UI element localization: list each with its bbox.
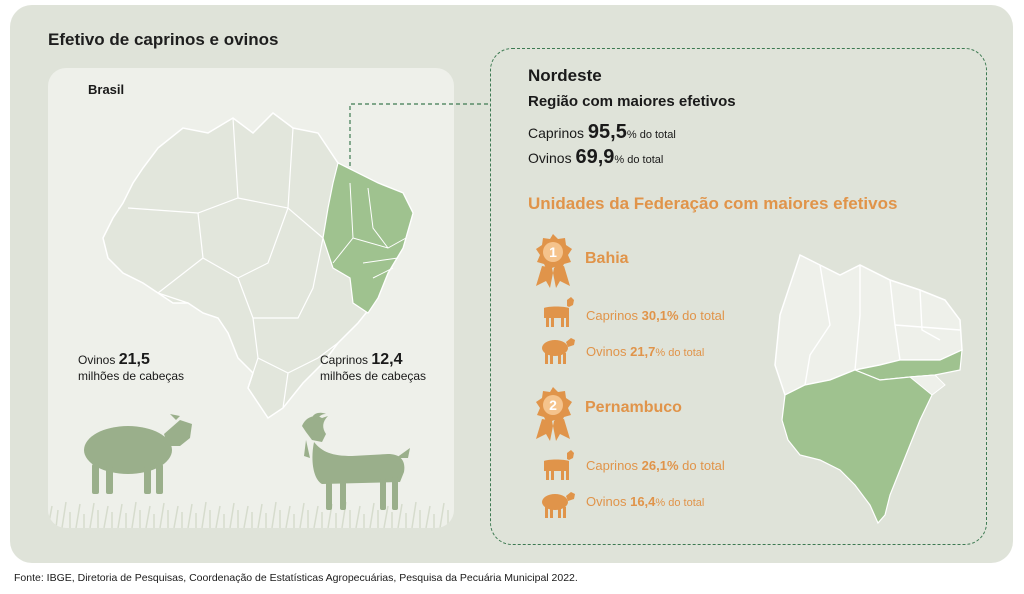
brasil-card: Brasil Ovinos 21,5 milhões xyxy=(48,68,454,528)
nordeste-title: Nordeste xyxy=(528,66,602,85)
brasil-caprinos-stat: Caprinos 12,4 milhões de cabeças xyxy=(320,352,426,384)
uf-1-caprinos-suffix: do total xyxy=(682,308,725,323)
uf-1-ovinos-suffix: % do total xyxy=(655,347,705,359)
uf-title: Unidades da Federação com maiores efetiv… xyxy=(528,194,898,213)
source-footnote: Fonte: IBGE, Diretoria de Pesquisas, Coo… xyxy=(14,572,578,584)
uf-1-name: Bahia xyxy=(585,250,629,267)
uf-1-caprinos-label: Caprinos xyxy=(586,308,639,323)
uf-2-caprinos-value: 26,1% xyxy=(641,458,679,473)
uf-1-ovinos-value: 21,7 xyxy=(630,344,656,359)
nordeste-caprinos-value: 95,5 xyxy=(587,121,627,143)
goat-icon xyxy=(302,412,410,510)
uf-2-caprinos-suffix: do total xyxy=(682,458,725,473)
sheep-icon xyxy=(84,414,192,494)
nordeste-state-lines xyxy=(332,182,407,279)
brasil-ovinos-value: 21,5 xyxy=(118,351,150,368)
brasil-map xyxy=(102,112,414,420)
medal-1-icon: 1 xyxy=(536,234,572,288)
nordeste-caprinos: Caprinos 95,5% do total xyxy=(528,121,676,144)
sheep-small-icon xyxy=(542,338,575,364)
uf-1-ovinos: Ovinos 21,7% do total xyxy=(586,344,704,359)
uf-1-ovinos-label: Ovinos xyxy=(586,344,627,359)
uf-1-caprinos: Caprinos 30,1% do total xyxy=(586,308,725,323)
medal-2-icon: 2 xyxy=(536,387,572,441)
uf-2-ovinos-suffix: % do total xyxy=(655,497,705,509)
ne-upper-lines xyxy=(804,264,961,386)
uf-1-caprinos-value: 30,1% xyxy=(641,308,679,323)
brasil-state-lines xyxy=(127,117,339,409)
brasil-caprinos-label: Caprinos xyxy=(320,353,369,367)
brasil-ovinos-label: Ovinos xyxy=(78,353,116,367)
nordeste-region xyxy=(322,162,414,314)
brasil-caprinos-value: 12,4 xyxy=(371,351,403,368)
goat-small-icon xyxy=(544,297,574,327)
brasil-ovinos-unit: milhões de cabeças xyxy=(78,369,185,383)
grass-illustration xyxy=(48,501,449,528)
sheep-small-icon xyxy=(542,492,575,518)
brasil-caprinos-unit: milhões de cabeças xyxy=(320,369,427,383)
goat-small-icon xyxy=(544,450,574,480)
medal-1-rank: 1 xyxy=(549,244,557,260)
nordeste-caprinos-label: Caprinos xyxy=(528,125,585,141)
uf-2-ovinos: Ovinos 16,4% do total xyxy=(586,494,704,509)
infographic-title: Efetivo de caprinos e ovinos xyxy=(48,30,279,49)
uf-2-name: Pernambuco xyxy=(585,399,682,416)
nordeste-subtitle: Região com maiores efetivos xyxy=(528,93,736,110)
uf-2-caprinos: Caprinos 26,1% do total xyxy=(586,458,725,473)
brasil-label: Brasil xyxy=(88,82,125,97)
bahia-state xyxy=(781,369,936,525)
brasil-ovinos-stat: Ovinos 21,5 milhões de cabeças xyxy=(78,352,184,384)
nordeste-ovinos-suffix: % do total xyxy=(614,154,664,166)
nordeste-box xyxy=(490,48,987,545)
uf-2-caprinos-label: Caprinos xyxy=(586,458,639,473)
nordeste-ovinos: Ovinos 69,9% do total xyxy=(528,146,663,169)
uf-2-ovinos-value: 16,4 xyxy=(630,494,656,509)
nordeste-ovinos-value: 69,9 xyxy=(575,146,615,168)
nordeste-caprinos-suffix: % do total xyxy=(626,129,676,141)
uf-2-ovinos-label: Ovinos xyxy=(586,494,627,509)
medal-2-rank: 2 xyxy=(549,397,557,413)
nordeste-detail-map xyxy=(774,253,963,525)
nordeste-ovinos-label: Ovinos xyxy=(528,150,572,166)
